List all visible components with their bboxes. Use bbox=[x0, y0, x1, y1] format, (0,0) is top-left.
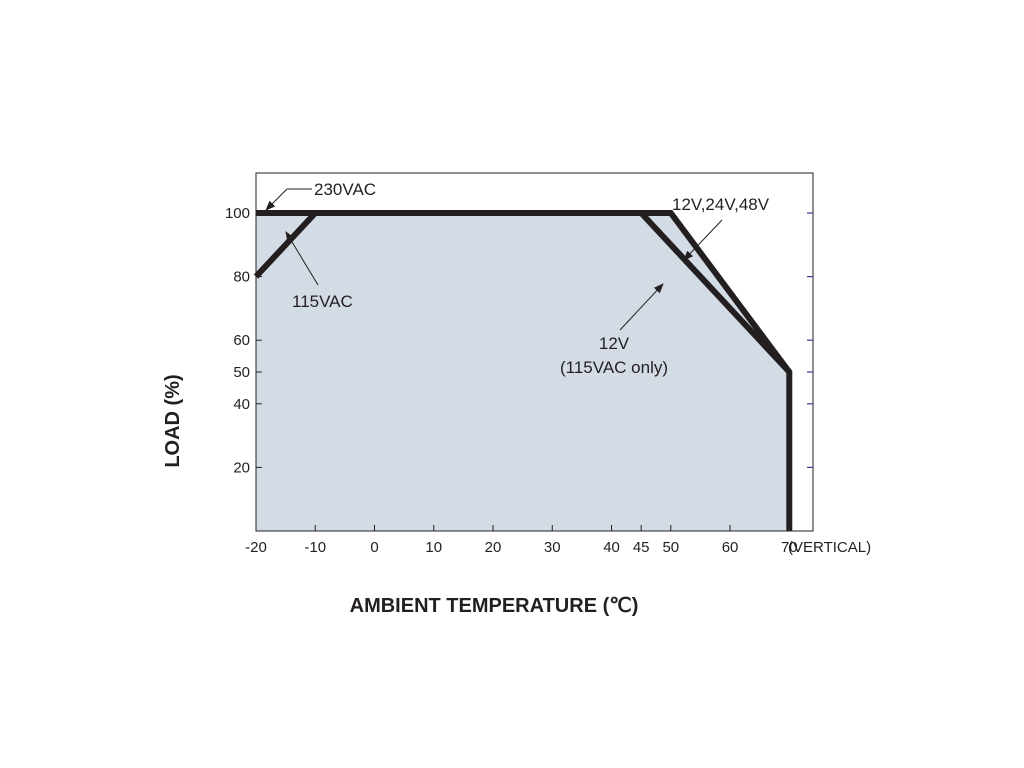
plot-frame bbox=[255, 172, 814, 532]
y-axis-title: LOAD (%) bbox=[162, 374, 184, 467]
y-tick-label: 80 bbox=[233, 269, 250, 286]
y-tick-label: 40 bbox=[233, 396, 250, 413]
y-tick-label: 20 bbox=[233, 459, 250, 476]
x-tick-label: 50 bbox=[662, 539, 679, 556]
x-tick-label: 70 bbox=[781, 539, 798, 556]
x-axis-suffix: (VERTICAL) bbox=[788, 539, 871, 556]
annotation-230vac: 230VAC bbox=[314, 180, 376, 199]
x-tick-label: 10 bbox=[425, 539, 442, 556]
annotation-12v: 12V bbox=[599, 334, 630, 353]
x-tick-label: 20 bbox=[485, 539, 502, 556]
series-line-115vac bbox=[253, 210, 792, 375]
x-tick-label: -20 bbox=[245, 539, 267, 556]
y-tick-label: 60 bbox=[233, 332, 250, 349]
x-tick-label: 40 bbox=[603, 539, 620, 556]
x-tick-label: -10 bbox=[304, 539, 326, 556]
annotation-arrow-115vac bbox=[285, 231, 319, 286]
annotation-arrow-12v-24v-48v bbox=[683, 219, 723, 261]
annotation-115vac-only: (115VAC only) bbox=[560, 358, 668, 377]
x-axis-title: AMBIENT TEMPERATURE (℃) bbox=[350, 595, 639, 617]
annotation-arrow-12v bbox=[619, 283, 664, 331]
x-tick-label: 45 bbox=[633, 539, 650, 556]
annotation-12v-24v-48v: 12V,24V,48V bbox=[672, 195, 770, 214]
annotation-arrow-230vac-tip bbox=[265, 188, 288, 211]
x-tick-label: 60 bbox=[722, 539, 739, 556]
x-tick-label: 0 bbox=[370, 539, 378, 556]
annotation-115vac: 115VAC bbox=[292, 292, 353, 311]
y-tick-label: 50 bbox=[233, 364, 250, 381]
y-tick-label: 100 bbox=[225, 205, 250, 222]
x-tick-label: 30 bbox=[544, 539, 561, 556]
